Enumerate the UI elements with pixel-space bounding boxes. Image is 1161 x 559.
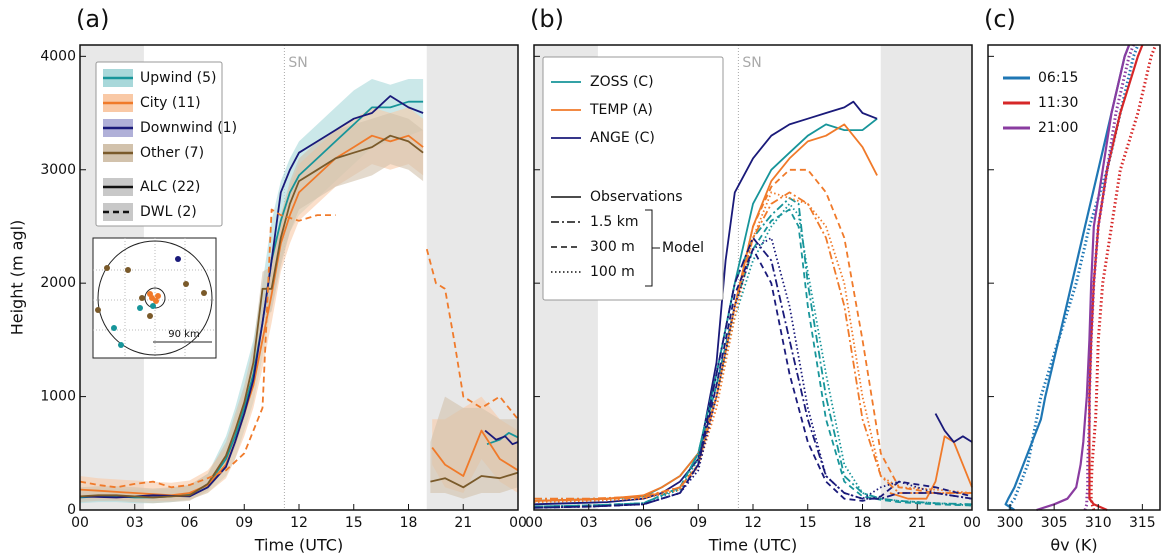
legend-label: Other (7) bbox=[140, 145, 204, 161]
legend-label: 1.5 km bbox=[590, 214, 638, 230]
legend-label: ZOSS (C) bbox=[590, 74, 654, 90]
y-tick-label: 0 bbox=[67, 502, 76, 518]
inset-scale-label: 90 km bbox=[168, 329, 199, 340]
x-tick-label: 06 bbox=[181, 515, 199, 531]
panel-label: (b) bbox=[530, 5, 564, 33]
legend-frame bbox=[542, 56, 724, 301]
x-tick-label: 06 bbox=[635, 515, 653, 531]
series-line bbox=[79, 95, 424, 499]
series-line bbox=[79, 208, 336, 489]
series-line bbox=[533, 100, 878, 506]
series-line bbox=[533, 236, 973, 509]
y-tick-label: 3000 bbox=[40, 162, 76, 178]
x-tick-label: 15 bbox=[799, 515, 817, 531]
inset-circle bbox=[97, 240, 213, 356]
x-tick-label: 00 bbox=[71, 515, 89, 531]
x-tick-label: 18 bbox=[854, 515, 872, 531]
series-line bbox=[533, 191, 973, 503]
legend-label: 11:30 bbox=[1038, 95, 1078, 111]
series-line bbox=[431, 429, 519, 477]
inset-sites bbox=[95, 256, 207, 348]
x-tick-label: 00 bbox=[963, 515, 981, 531]
x-axis-label: Time (UTC) bbox=[254, 536, 343, 555]
x-tick-label: 315 bbox=[1129, 515, 1156, 531]
legend-label: ANGE (C) bbox=[590, 130, 655, 146]
series-line bbox=[1036, 44, 1131, 512]
x-tick-label: 300 bbox=[997, 515, 1024, 531]
series-line bbox=[1088, 44, 1144, 512]
model-label: Model bbox=[662, 240, 704, 256]
x-tick-label: 305 bbox=[1041, 515, 1068, 531]
series-line bbox=[533, 202, 973, 508]
legend-label: 21:00 bbox=[1038, 120, 1078, 136]
uncertainty-band bbox=[80, 113, 424, 504]
x-tick-label: 21 bbox=[454, 515, 472, 531]
series-line bbox=[533, 168, 972, 502]
x-tick-label: 21 bbox=[908, 515, 926, 531]
plot-frame bbox=[987, 44, 1161, 511]
legend-label: Observations bbox=[590, 189, 683, 205]
legend-label: City (11) bbox=[140, 95, 201, 111]
x-tick-label: 12 bbox=[290, 515, 308, 531]
series-line bbox=[79, 134, 424, 497]
series-line bbox=[484, 429, 519, 446]
sunset-label: SN bbox=[742, 55, 761, 71]
x-tick-label: 12 bbox=[744, 515, 762, 531]
x-tick-label: 18 bbox=[400, 515, 418, 531]
legend-label: Downwind (1) bbox=[140, 120, 237, 136]
x-axis-label: Time (UTC) bbox=[708, 536, 797, 555]
x-tick-label: 09 bbox=[235, 515, 253, 531]
x-tick-label: 09 bbox=[689, 515, 707, 531]
legend-label: 06:15 bbox=[1038, 70, 1078, 86]
model-bracket bbox=[645, 209, 660, 287]
legend-label: TEMP (A) bbox=[589, 102, 653, 118]
series-line bbox=[1004, 44, 1131, 511]
legend-label: DWL (2) bbox=[140, 204, 197, 220]
legend-label: ALC (22) bbox=[140, 179, 200, 195]
legend-label: 100 m bbox=[590, 264, 635, 280]
series-line bbox=[934, 413, 973, 443]
series-line bbox=[533, 208, 973, 508]
panel-label: (c) bbox=[984, 5, 1016, 33]
series-line bbox=[1008, 44, 1140, 510]
night-shading bbox=[880, 45, 972, 510]
legend-label: Upwind (5) bbox=[140, 70, 217, 86]
y-axis-label: Height (m agl) bbox=[8, 220, 27, 336]
x-tick-label: 00 bbox=[525, 515, 543, 531]
x-axis-label: θv (K) bbox=[1050, 536, 1097, 555]
series-line bbox=[430, 471, 519, 489]
y-tick-label: 4000 bbox=[40, 48, 76, 64]
series-line bbox=[533, 236, 973, 509]
x-tick-label: 03 bbox=[126, 515, 144, 531]
panel-label: (a) bbox=[76, 5, 109, 33]
x-tick-label: 15 bbox=[345, 515, 363, 531]
x-tick-label: 310 bbox=[1085, 515, 1112, 531]
inset-map: 90 km bbox=[92, 237, 217, 359]
y-tick-label: 1000 bbox=[40, 389, 76, 405]
sunset-label: SN bbox=[288, 55, 307, 71]
series-line bbox=[79, 134, 424, 499]
x-tick-label: 00 bbox=[509, 515, 527, 531]
series-line bbox=[425, 248, 519, 420]
y-tick-label: 2000 bbox=[40, 275, 76, 291]
x-tick-label: 03 bbox=[580, 515, 598, 531]
legend-label: 300 m bbox=[590, 239, 635, 255]
